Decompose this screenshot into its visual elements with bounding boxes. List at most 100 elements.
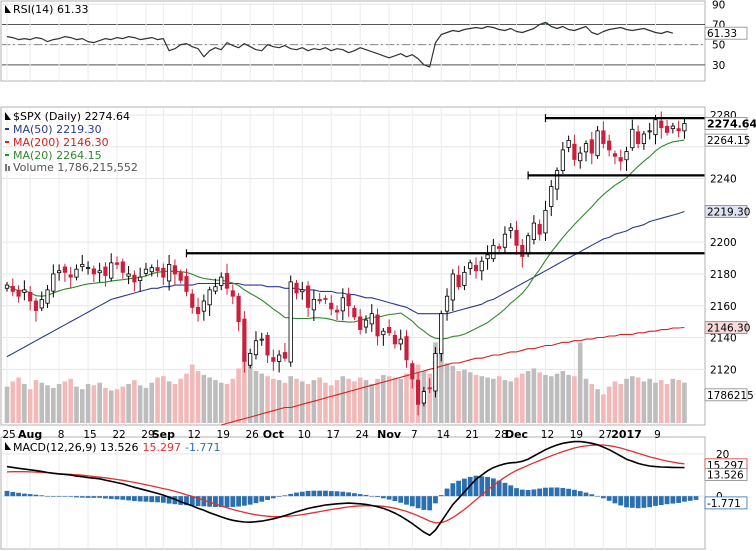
volume-bar	[114, 389, 120, 423]
volume-bar	[612, 381, 618, 423]
macd-histogram-bar	[670, 496, 676, 504]
macd-histogram-bar	[392, 496, 398, 502]
volume-bar	[224, 384, 230, 423]
candle	[491, 244, 496, 260]
candle	[143, 268, 149, 274]
price-axis-label: 2240	[710, 174, 737, 186]
date-axis-label: 29	[141, 429, 154, 441]
macd-histogram-bar	[595, 495, 600, 497]
candle	[676, 128, 681, 132]
candle	[57, 270, 62, 274]
candle	[259, 338, 264, 341]
macd-histogram-bar	[369, 495, 375, 497]
candle	[607, 140, 612, 151]
candle	[392, 334, 398, 345]
macd-histogram-bar	[201, 496, 207, 507]
macd-histogram-bar	[525, 490, 531, 497]
macd-hist-tag: -1.771	[707, 498, 741, 510]
macd-histogram-bar	[253, 496, 259, 504]
volume-bar	[242, 351, 247, 423]
macd-histogram-bar	[323, 490, 328, 497]
date-axis-label: 2017	[611, 428, 642, 441]
candle	[636, 131, 641, 144]
macd-histogram-bar	[456, 480, 462, 497]
candle	[520, 244, 525, 257]
candle	[282, 352, 288, 359]
volume-bar	[126, 384, 131, 423]
volume-bar	[352, 381, 357, 423]
volume-legend-icon	[8, 166, 10, 171]
macd-histogram-bar	[421, 496, 427, 510]
macd-histogram-bar	[427, 496, 433, 511]
volume-bar	[213, 380, 218, 423]
macd-histogram-bar	[606, 496, 612, 501]
macd-histogram-bar	[589, 494, 595, 497]
macd-histogram-bar	[641, 496, 647, 508]
macd-histogram-bar	[247, 496, 253, 505]
candle	[167, 264, 172, 282]
candle	[508, 227, 513, 231]
volume-bar	[572, 376, 577, 423]
volume-bar	[340, 376, 346, 423]
macd-histogram-bar	[131, 496, 137, 502]
macd-histogram-bar	[270, 496, 276, 499]
date-axis-label: 17	[327, 429, 340, 441]
legend-swatch	[5, 154, 9, 156]
candle	[363, 319, 369, 328]
macd-histogram-bar	[647, 496, 653, 508]
candle	[300, 289, 305, 293]
macd-histogram-bar	[317, 490, 323, 497]
candle	[630, 128, 635, 149]
volume-bar	[548, 376, 554, 423]
price-axis-label: 2200	[710, 237, 737, 249]
candle	[589, 139, 594, 154]
candle	[415, 379, 421, 405]
volume-bar	[601, 394, 606, 423]
macd-histogram-bar	[340, 491, 346, 497]
volume-bar	[103, 387, 108, 423]
macd-histogram-bar	[658, 496, 664, 506]
macd-histogram-bar	[415, 496, 421, 509]
volume-bar	[502, 380, 508, 423]
candle	[103, 266, 108, 276]
volume-bar	[438, 347, 444, 423]
candle	[22, 289, 27, 293]
macd-histogram-bar	[514, 488, 519, 497]
volume-bar	[577, 342, 583, 423]
macd-histogram-bar	[74, 496, 79, 498]
macd-histogram-bar	[178, 496, 184, 505]
candle	[149, 267, 154, 273]
candle	[207, 289, 212, 306]
date-axis-label: 15	[83, 429, 96, 441]
macd-histogram-bar	[294, 492, 299, 497]
volume-bar	[27, 389, 33, 423]
volume-bar	[560, 371, 566, 423]
candle	[277, 354, 282, 362]
macd-histogram-bar	[444, 488, 450, 497]
macd-histogram-bar	[155, 496, 160, 503]
volume-bar	[4, 386, 10, 423]
macd-histogram-bar	[218, 496, 224, 508]
candle	[497, 246, 502, 249]
macd-histogram-bar	[664, 496, 670, 505]
volume-bar	[363, 380, 369, 423]
volume-bar	[346, 378, 351, 423]
candle	[334, 309, 340, 313]
volume-bar	[479, 376, 485, 423]
macd-histogram-bar	[433, 496, 438, 504]
macd-legend-name: MACD(12,26,9)	[13, 441, 97, 454]
macd-histogram-bar	[352, 493, 357, 497]
candle	[74, 268, 79, 278]
candle	[85, 267, 91, 269]
rsi-line	[6, 21, 674, 68]
volume-bar	[589, 384, 595, 423]
macd-histogram-bar	[543, 487, 548, 497]
candle	[317, 298, 322, 302]
volume-bar	[85, 384, 91, 423]
rsi-axis-label: 50	[712, 40, 725, 52]
candle	[427, 387, 432, 390]
candle	[439, 313, 444, 354]
volume-bar	[137, 385, 143, 423]
macd-histogram-bar	[537, 488, 543, 497]
